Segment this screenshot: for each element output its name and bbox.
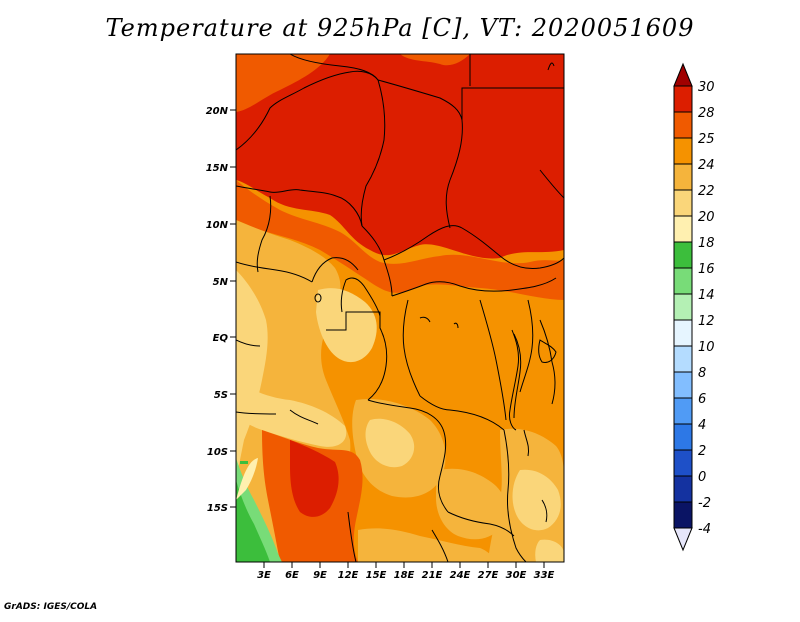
colorbar-segment	[673, 475, 693, 503]
colorbar-label: 24	[698, 158, 715, 173]
lon-label: 3E	[257, 570, 271, 581]
lat-label: 15N	[206, 163, 229, 174]
colorbar-segment	[673, 345, 693, 373]
colorbar-segment	[673, 423, 693, 451]
colorbar-label: -2	[698, 496, 711, 511]
colorbar-label: 25	[698, 132, 715, 147]
colorbar-label: 8	[698, 366, 706, 381]
colorbar-label: 18	[698, 236, 715, 251]
colorbar-label: 2	[698, 444, 706, 459]
lat-label: 10N	[206, 220, 229, 231]
colorbar-segment	[673, 501, 693, 529]
lon-label: 33E	[534, 570, 555, 581]
lat-label: 10S	[207, 447, 228, 458]
lon-labels: 3E 6E 9E 12E 15E 18E 21E 24E 27E 30E 33E	[257, 570, 554, 581]
colorbar-label: 30	[698, 80, 715, 95]
colorbar-label: 16	[698, 262, 715, 277]
colorbar-segment	[673, 215, 693, 243]
map-title: Temperature at 925hPa [C], VT: 202005160…	[105, 14, 695, 42]
lat-label: 5N	[213, 277, 229, 288]
colorbar-label: 10	[698, 340, 715, 355]
lon-label: 21E	[422, 570, 443, 581]
lon-label: 24E	[450, 570, 471, 581]
colorbar-segment	[673, 371, 693, 399]
lon-ticks	[263, 562, 545, 568]
footer-credit: GrADS: IGES/COLA	[4, 602, 98, 612]
lat-label: EQ	[213, 333, 229, 344]
colorbar-label: -4	[698, 522, 711, 537]
colorbar-bottom-arrow	[673, 527, 693, 552]
colorbar-label: 14	[698, 288, 715, 303]
lakes	[314, 62, 557, 523]
lon-label: 30E	[506, 570, 527, 581]
colorbar-label: 0	[698, 470, 706, 485]
colorbar-label: 4	[698, 418, 706, 433]
lat-label: 20N	[206, 106, 229, 117]
lat-ticks	[230, 109, 236, 508]
lon-label: 6E	[285, 570, 299, 581]
colorbar-label: 20	[698, 210, 715, 225]
lon-label: 27E	[478, 570, 499, 581]
colorbar-label: 22	[698, 184, 715, 199]
colorbar-segment	[673, 319, 693, 347]
lon-label: 15E	[366, 570, 387, 581]
colorbar-segment	[673, 85, 693, 113]
colorbar-segment	[673, 137, 693, 165]
lon-label: 9E	[313, 570, 327, 581]
colorbar-segment	[673, 397, 693, 425]
lon-label: 18E	[394, 570, 415, 581]
temperature-field	[236, 54, 564, 562]
colorbar-label: 6	[698, 392, 706, 407]
lat-label: 5S	[214, 390, 228, 401]
colorbar-top-arrow	[673, 62, 693, 87]
colorbar-segment	[673, 189, 693, 217]
map-frame	[235, 53, 565, 563]
lat-label: 15S	[207, 503, 228, 514]
colorbar-label: 28	[698, 106, 715, 121]
colorbar-label: 12	[698, 314, 715, 329]
colorbar-segment	[673, 449, 693, 477]
country-borders	[236, 54, 564, 562]
colorbar-segment	[673, 111, 693, 139]
lat-labels: 20N 15N 10N 5N EQ 5S 10S 15S	[206, 106, 229, 514]
lon-label: 12E	[338, 570, 359, 581]
colorbar-segment	[673, 267, 693, 295]
colorbar-segment	[673, 241, 693, 269]
colorbar-segment	[673, 163, 693, 191]
colorbar-segment	[673, 293, 693, 321]
